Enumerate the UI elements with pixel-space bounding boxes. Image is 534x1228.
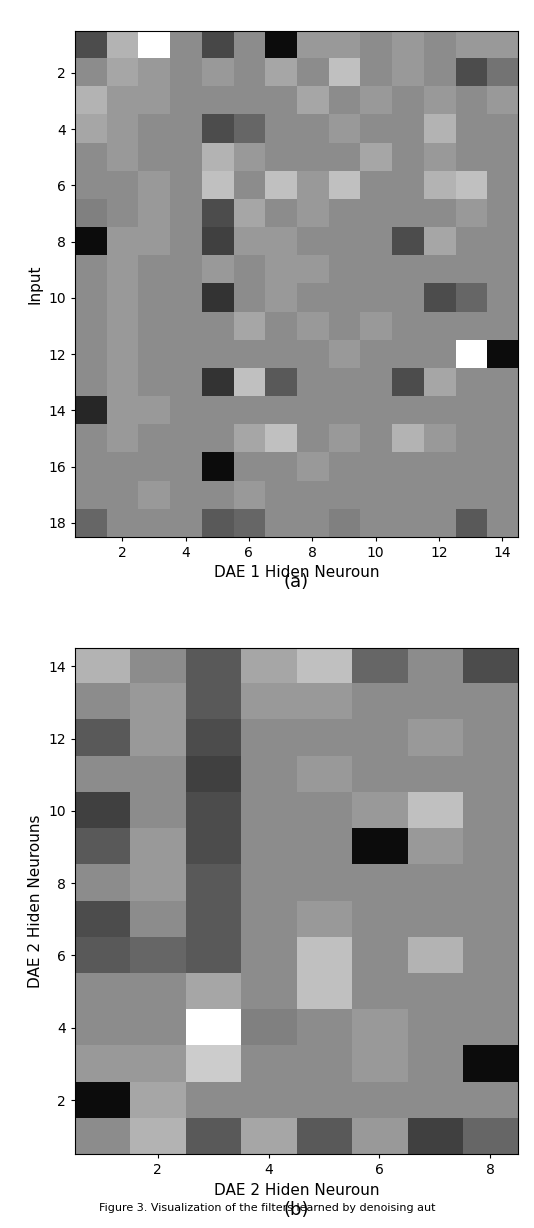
Y-axis label: Input: Input bbox=[27, 264, 42, 303]
Text: Figure 3. Visualization of the filters learned by denoising aut: Figure 3. Visualization of the filters l… bbox=[99, 1203, 435, 1213]
X-axis label: DAE 1 Hiden Neuroun: DAE 1 Hiden Neuroun bbox=[214, 565, 379, 581]
Title: (b): (b) bbox=[284, 1201, 309, 1219]
Title: (a): (a) bbox=[284, 573, 309, 592]
Y-axis label: DAE 2 Hiden Neurouns: DAE 2 Hiden Neurouns bbox=[28, 814, 43, 989]
X-axis label: DAE 2 Hiden Neuroun: DAE 2 Hiden Neuroun bbox=[214, 1183, 379, 1197]
